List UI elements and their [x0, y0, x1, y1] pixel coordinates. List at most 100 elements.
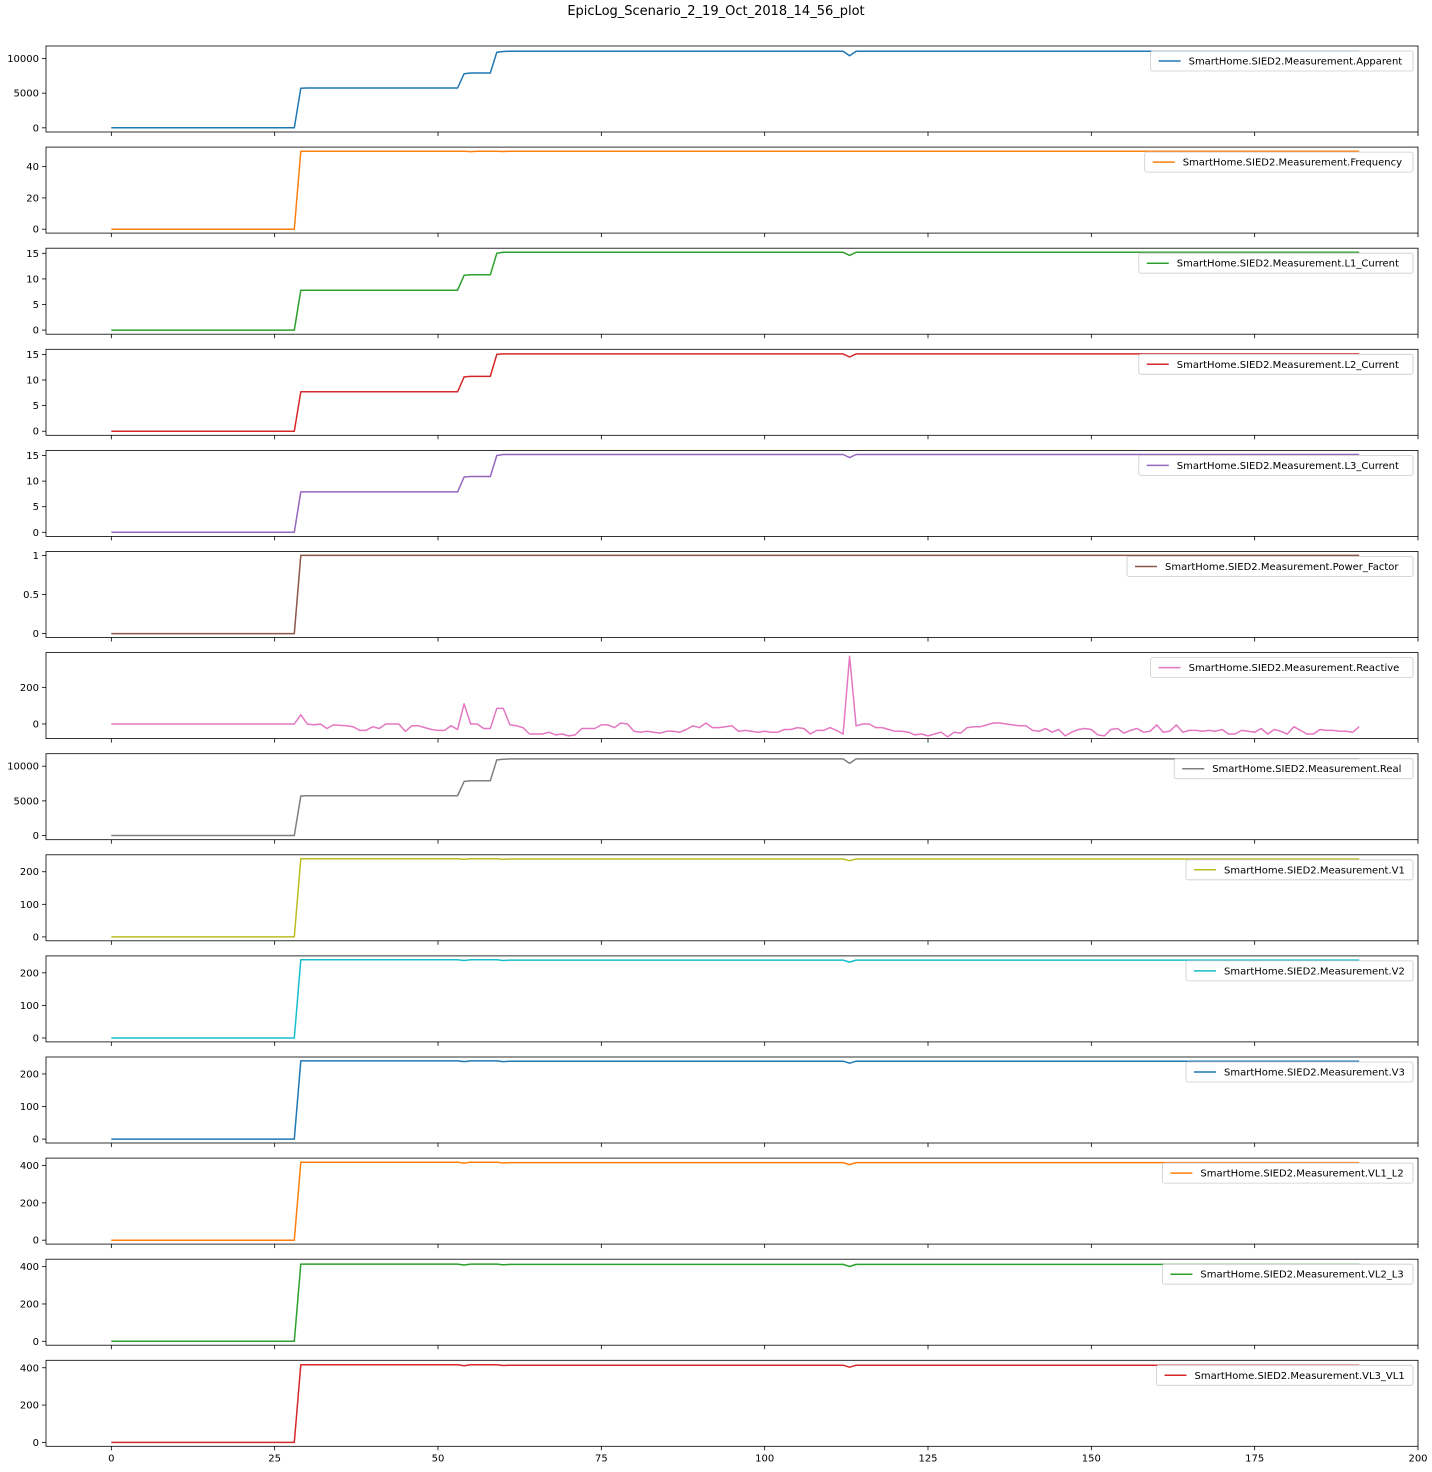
y-tick-label: 20 [26, 193, 39, 204]
x-tick-label: 100 [755, 1453, 774, 1464]
subplot-frame [45, 247, 1419, 335]
subplot-frame [45, 449, 1419, 537]
y-tick-label: 10000 [7, 762, 39, 773]
legend-box [1138, 454, 1414, 476]
x-tick-label: 75 [595, 1453, 608, 1464]
series-line [111, 1263, 1360, 1343]
y-tick-label: 200 [20, 1401, 39, 1412]
x-tick-label: 50 [432, 1453, 445, 1464]
legend-label: SmartHome.SIED2.Measurement.Frequency [1183, 158, 1402, 169]
y-tick-label: 0 [33, 427, 39, 438]
series-line [111, 655, 1360, 738]
y-tick-label: 0.5 [23, 590, 39, 601]
y-tick-label: 200 [20, 683, 39, 694]
y-tick-label: 1 [33, 551, 39, 562]
y-tick-label: 200 [20, 968, 39, 979]
y-tick-label: 0 [33, 1033, 39, 1044]
series-line [111, 959, 1360, 1039]
subplot-frame [45, 146, 1419, 234]
y-tick-label: 100 [20, 900, 39, 911]
x-tick-label: 25 [268, 1453, 281, 1464]
legend-box [1156, 1364, 1414, 1386]
x-tick-label: 150 [1082, 1453, 1101, 1464]
subplot-frame [45, 854, 1419, 942]
y-tick-label: 0 [33, 123, 39, 134]
subplot-frame [45, 753, 1419, 841]
y-tick-label: 10 [26, 477, 39, 488]
subplot-frame [45, 45, 1419, 133]
x-tick-label: 200 [1408, 1453, 1427, 1464]
subplot-frame [45, 1056, 1419, 1144]
legend-box [1138, 252, 1414, 274]
legend-label: SmartHome.SIED2.Measurement.Apparent [1189, 57, 1403, 68]
legend-label: SmartHome.SIED2.Measurement.VL1_L2 [1200, 1169, 1403, 1180]
figure-title: EpicLog_Scenario_2_19_Oct_2018_14_56_plo… [567, 4, 865, 19]
y-tick-label: 10000 [7, 54, 39, 65]
y-tick-label: 40 [26, 162, 39, 173]
series-line [111, 1161, 1360, 1241]
y-tick-label: 10 [26, 274, 39, 285]
legend-box [1185, 960, 1414, 982]
series-line [111, 453, 1360, 534]
legend-box [1126, 556, 1414, 577]
y-tick-label: 0 [33, 1135, 39, 1146]
legend-box [1162, 1263, 1414, 1285]
y-tick-label: 200 [20, 1198, 39, 1209]
y-tick-label: 200 [20, 867, 39, 878]
legend-box [1138, 353, 1414, 375]
y-tick-label: 200 [20, 1299, 39, 1310]
subplot-frame [45, 1157, 1419, 1245]
y-tick-label: 400 [20, 1161, 39, 1172]
subplot-frame [45, 955, 1419, 1043]
legend-label: SmartHome.SIED2.Measurement.V3 [1224, 1068, 1405, 1079]
y-tick-label: 0 [33, 528, 39, 539]
y-tick-label: 0 [33, 932, 39, 943]
y-tick-label: 10 [26, 376, 39, 387]
subplot-frame [45, 1258, 1419, 1346]
y-tick-label: 0 [33, 1337, 39, 1348]
series-line [111, 554, 1360, 635]
legend-box [1150, 50, 1414, 72]
y-tick-label: 5000 [14, 796, 39, 807]
series-line [111, 353, 1360, 432]
y-tick-label: 400 [20, 1363, 39, 1374]
legend-label: SmartHome.SIED2.Measurement.L2_Current [1177, 360, 1399, 371]
legend-label: SmartHome.SIED2.Measurement.Reactive [1189, 663, 1400, 674]
legend-box [1173, 758, 1414, 780]
subplot-frame [45, 1359, 1419, 1447]
y-tick-label: 0 [33, 1236, 39, 1247]
series-line [111, 50, 1360, 129]
y-tick-label: 0 [33, 831, 39, 842]
series-line [111, 857, 1360, 938]
legend-box [1185, 859, 1414, 881]
y-tick-label: 0 [33, 326, 39, 337]
y-tick-label: 0 [33, 719, 39, 730]
y-tick-label: 0 [33, 1438, 39, 1449]
legend-box [1144, 151, 1414, 173]
y-tick-label: 100 [20, 1001, 39, 1012]
subplot-frame [45, 348, 1419, 436]
legend-label: SmartHome.SIED2.Measurement.VL2_L3 [1200, 1270, 1403, 1281]
y-tick-label: 5 [33, 401, 39, 412]
legend-box [1162, 1162, 1414, 1184]
legend-label: SmartHome.SIED2.Measurement.Power_Factor [1165, 562, 1399, 573]
legend-label: SmartHome.SIED2.Measurement.V1 [1224, 865, 1405, 876]
series-line [111, 758, 1360, 837]
y-tick-label: 100 [20, 1102, 39, 1113]
legend-label: SmartHome.SIED2.Measurement.Real [1212, 764, 1401, 775]
y-tick-label: 15 [26, 451, 39, 462]
y-tick-label: 200 [20, 1069, 39, 1080]
y-tick-label: 0 [33, 225, 39, 236]
y-tick-label: 5000 [14, 89, 39, 100]
subplot-frame [45, 652, 1419, 739]
x-tick-label: 0 [108, 1453, 114, 1464]
y-tick-label: 5 [33, 300, 39, 311]
series-line [111, 1060, 1360, 1140]
legend-label: SmartHome.SIED2.Measurement.V2 [1224, 966, 1405, 977]
x-tick-label: 125 [918, 1453, 937, 1464]
legend-box [1185, 1061, 1414, 1083]
series-line [111, 251, 1360, 331]
legend-box [1150, 657, 1414, 678]
y-tick-label: 5 [33, 502, 39, 513]
